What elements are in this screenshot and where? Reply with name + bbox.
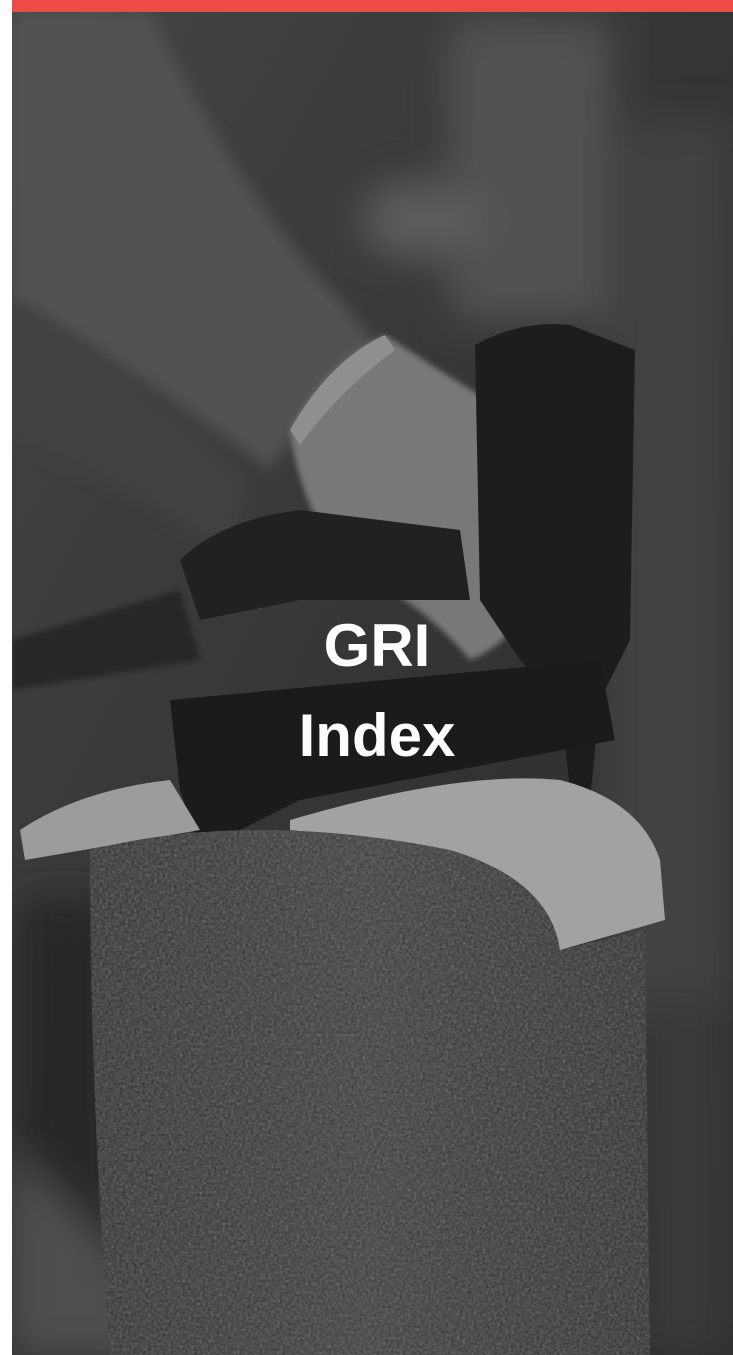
- title-line: Index: [299, 702, 456, 769]
- top-bar: [12, 0, 733, 12]
- photo: [12, 12, 733, 1355]
- title-line: GRI: [324, 612, 431, 679]
